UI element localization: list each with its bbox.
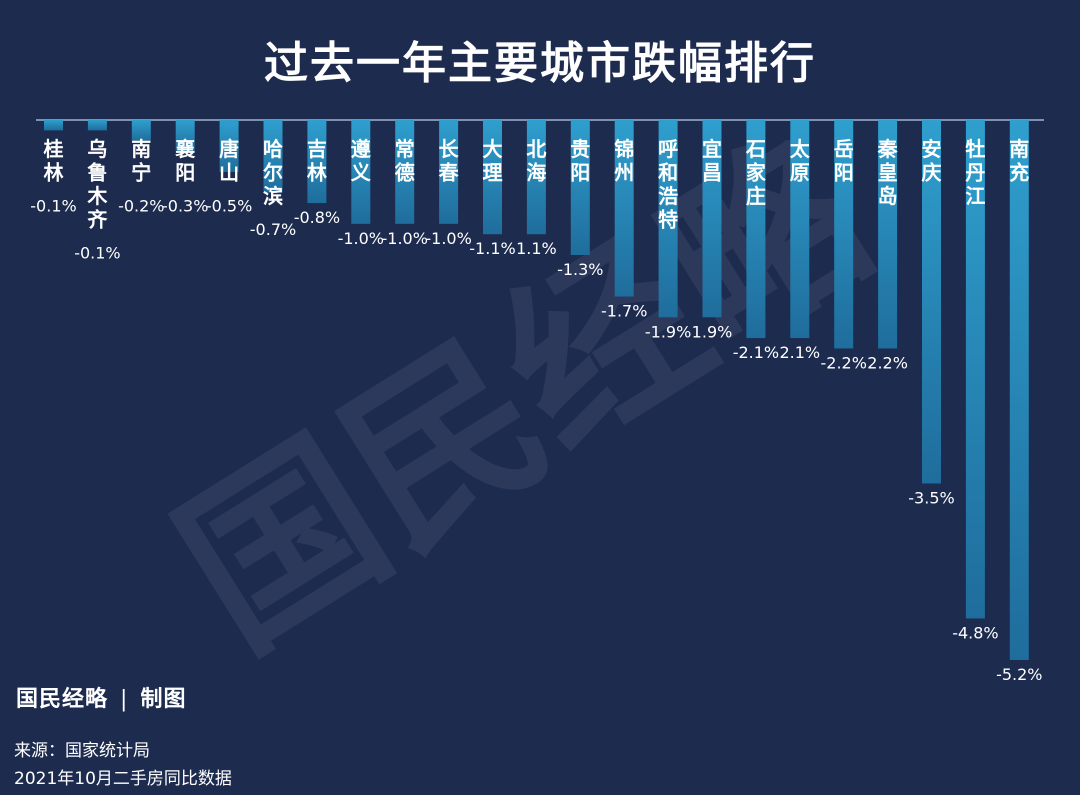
- value-label-4: -0.3%: [162, 197, 208, 216]
- category-label-8: 遵义: [351, 137, 372, 185]
- value-label-14: -1.7%: [601, 302, 647, 321]
- value-label-6: -0.7%: [250, 220, 296, 239]
- value-label-20: 2.2%: [867, 353, 908, 372]
- value-label-21: -3.5%: [908, 488, 954, 507]
- bar-16: [702, 120, 722, 318]
- category-label-7: 吉林: [307, 137, 327, 185]
- category-label-21: 安庆: [922, 137, 942, 185]
- value-label-16: 1.9%: [692, 322, 733, 341]
- category-label-17: 石家庄: [745, 137, 767, 208]
- value-label-7: -0.8%: [294, 208, 340, 227]
- category-label-3: 南宁: [131, 137, 151, 185]
- value-label-9: -1.0%: [381, 229, 427, 248]
- value-label-17: -2.1%: [733, 343, 779, 362]
- bar-13: [570, 120, 590, 255]
- bar-8: [351, 120, 371, 224]
- category-label-9: 常德: [395, 137, 415, 185]
- value-label-8: -1.0%: [338, 229, 384, 248]
- bar-11: [483, 120, 502, 235]
- value-label-13: -1.3%: [557, 260, 603, 279]
- category-label-1: 桂林: [43, 137, 64, 185]
- category-label-5: 唐山: [219, 137, 239, 185]
- value-label-15: -1.9%: [645, 322, 691, 341]
- bar-2: [87, 120, 107, 131]
- bar-18: [790, 120, 810, 339]
- category-label-23: 南充: [1009, 137, 1029, 185]
- source-line-1: 来源：国家统计局: [14, 741, 150, 761]
- value-label-12: 1.1%: [516, 239, 557, 258]
- chart-title: 过去一年主要城市跌幅排行: [264, 38, 816, 89]
- bar-19: [834, 120, 854, 349]
- source-line-2: 2021年10月二手房同比数据: [14, 769, 232, 789]
- value-label-22: -4.8%: [952, 623, 998, 642]
- value-labels-group: -0.1% -0.1% -0.2%-0.3%-0.5% -0.7%-0.8% -1.0%…: [30, 197, 1042, 685]
- category-label-14: 锦州: [614, 137, 634, 185]
- category-label-15: 呼和浩特: [658, 137, 678, 232]
- category-label-2: 乌鲁木齐: [86, 137, 108, 232]
- bar-22: [965, 120, 985, 619]
- bar-4: [175, 120, 195, 152]
- value-label-18: 2.1%: [779, 343, 820, 362]
- bar-14: [614, 120, 634, 297]
- value-label-1: -0.1%: [30, 197, 76, 216]
- bar-3: [131, 120, 151, 141]
- value-label-2: -0.1%: [74, 244, 120, 263]
- value-label-19: -2.2%: [820, 353, 866, 372]
- category-label-18: 太原: [790, 137, 811, 185]
- category-label-11: 大理: [483, 137, 503, 185]
- category-label-20: 秦皇岛: [877, 137, 899, 208]
- bar-10: [439, 120, 459, 224]
- category-label-12: 北海: [526, 137, 546, 185]
- bar-12: [526, 120, 546, 235]
- category-label-6: 哈尔滨: [263, 137, 283, 208]
- category-label-22: 牡丹江: [965, 137, 985, 208]
- category-label-13: 贵阳: [570, 137, 590, 185]
- value-label-5: -0.5%: [206, 197, 252, 216]
- value-label-3: -0.2%: [118, 197, 164, 216]
- category-label-16: 宜昌: [702, 137, 722, 185]
- bars-group: [44, 120, 1029, 660]
- brand-name: 国民经略: [16, 686, 109, 712]
- bar-21: [922, 120, 941, 484]
- brand-suffix: 制图: [140, 686, 187, 712]
- category-label-10: 长春: [438, 137, 460, 185]
- bar-17: [746, 120, 766, 339]
- bar-20: [878, 120, 898, 349]
- bar-23: [1009, 120, 1029, 660]
- bar-9: [395, 120, 415, 224]
- brand-separator: |: [120, 687, 129, 712]
- bar-7: [307, 120, 327, 204]
- value-label-10: -1.0%: [425, 229, 471, 248]
- branding: 国民经略 | 制图: [16, 681, 186, 713]
- bar-6: [263, 120, 283, 193]
- bar-15: [658, 120, 678, 318]
- category-label-19: 岳阳: [834, 137, 854, 185]
- category-label-4: 襄阳: [174, 137, 196, 185]
- bar-5: [219, 120, 239, 172]
- value-label-23: -5.2%: [996, 665, 1042, 684]
- value-label-11: -1.1%: [469, 239, 515, 258]
- bar-1: [44, 120, 63, 131]
